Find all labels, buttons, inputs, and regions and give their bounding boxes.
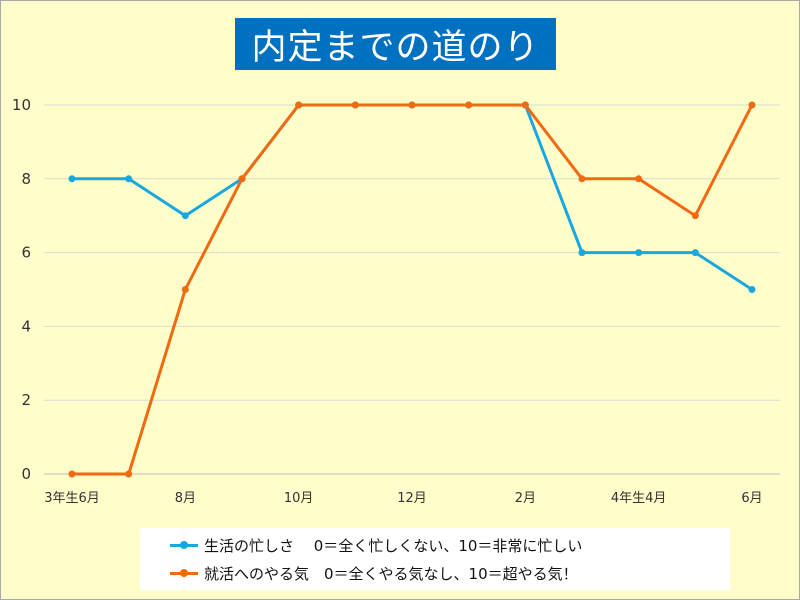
data-point-s0-11 bbox=[691, 249, 699, 257]
legend-item-busyness: 生活の忙しさ 0＝全く忙しくない、10＝非常に忙しい bbox=[140, 534, 582, 556]
y-axis-ticks: 0 2 4 6 8 10 bbox=[12, 96, 31, 483]
gridlines bbox=[44, 104, 780, 475]
series bbox=[68, 101, 756, 478]
data-point-s0-0 bbox=[68, 175, 76, 183]
series-line-1 bbox=[72, 103, 754, 476]
legend-item-motivation: 就活へのやる気 0＝全くやる気なし、10＝超やる気！ bbox=[140, 562, 578, 584]
data-point-s1-5 bbox=[351, 101, 359, 109]
legend-line-motivation-icon bbox=[170, 569, 198, 577]
legend-label-busyness: 生活の忙しさ 0＝全く忙しくない、10＝非常に忙しい bbox=[204, 536, 583, 555]
y-tick-label-10: 10 bbox=[12, 96, 31, 114]
data-point-s1-0 bbox=[68, 470, 76, 478]
series-line-0 bbox=[72, 103, 753, 291]
data-point-s0-1 bbox=[125, 175, 133, 183]
data-point-s1-3 bbox=[238, 175, 246, 183]
data-point-s1-2 bbox=[181, 286, 189, 293]
data-point-s1-10 bbox=[635, 175, 643, 183]
x-tick-label-12: 6月 bbox=[741, 491, 762, 506]
x-tick-label-10: 4年生4月 bbox=[611, 491, 667, 506]
data-point-s1-8 bbox=[521, 101, 529, 109]
y-tick-label-0: 0 bbox=[21, 465, 31, 483]
data-point-s0-9 bbox=[578, 249, 586, 257]
data-point-s1-11 bbox=[691, 212, 699, 220]
legend-label-motivation: 就活へのやる気 0＝全くやる気なし、10＝超やる気！ bbox=[204, 564, 578, 583]
data-point-s1-6 bbox=[408, 101, 416, 109]
x-tick-label-4: 10月 bbox=[284, 491, 314, 506]
legend: 生活の忙しさ 0＝全く忙しくない、10＝非常に忙しい 就活へのやる気 0＝全くや… bbox=[140, 528, 730, 590]
data-point-s1-12 bbox=[748, 101, 756, 109]
data-point-s1-9 bbox=[578, 175, 586, 183]
chart-title: 内定までの道のり bbox=[235, 18, 556, 70]
data-point-s1-4 bbox=[295, 101, 303, 109]
x-tick-label-2: 8月 bbox=[175, 491, 196, 506]
chart-title-text: 内定までの道のり bbox=[251, 27, 540, 68]
x-tick-label-6: 12月 bbox=[397, 491, 427, 506]
data-point-s0-2 bbox=[181, 212, 189, 220]
y-tick-label-4: 4 bbox=[21, 317, 31, 335]
data-point-s0-10 bbox=[635, 249, 643, 257]
x-tick-label-0: 3年生6月 bbox=[44, 491, 100, 506]
y-tick-label-2: 2 bbox=[21, 391, 31, 409]
legend-line-busyness-icon bbox=[170, 541, 198, 549]
y-tick-label-8: 8 bbox=[21, 170, 31, 188]
y-tick-label-6: 6 bbox=[21, 244, 31, 262]
x-axis-ticks: 3年生6月 8月 10月 12月 2月 4年生4月 6月 bbox=[44, 491, 762, 506]
x-tick-label-8: 2月 bbox=[515, 491, 536, 506]
data-point-s1-7 bbox=[465, 101, 473, 109]
data-point-s0-12 bbox=[748, 286, 756, 293]
data-point-s1-1 bbox=[125, 470, 133, 478]
